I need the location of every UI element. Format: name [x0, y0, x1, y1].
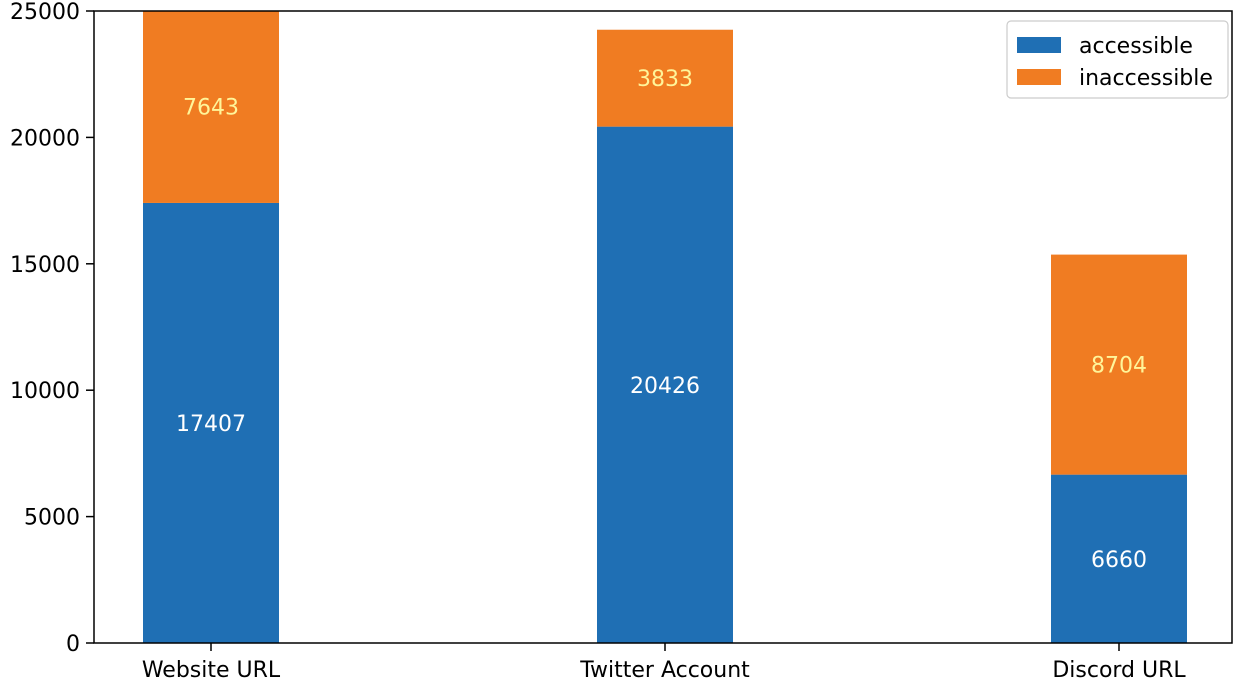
bar-value-label: 3833 [637, 67, 693, 92]
bars-group [143, 11, 1187, 643]
y-tick-label: 25000 [10, 0, 80, 25]
x-tick-label: Twitter Account [579, 658, 750, 683]
legend-box [1006, 20, 1229, 99]
y-axis: 0 5000 10000 15000 20000 25000 [10, 0, 94, 657]
legend-swatch-inaccessible [1017, 69, 1061, 85]
legend-label-accessible: accessible [1079, 34, 1193, 59]
legend: accessible inaccessible [1006, 20, 1229, 99]
y-tick-label: 0 [66, 632, 80, 657]
bar-value-label: 7643 [183, 95, 239, 120]
x-tick-label: Website URL [142, 658, 281, 683]
legend-label-inaccessible: inaccessible [1079, 66, 1213, 91]
bar-accessible-0 [143, 202, 279, 643]
bar-labels-group: 17407 7643 20426 3833 6660 8704 [176, 67, 1147, 573]
y-tick-label: 20000 [10, 126, 80, 151]
x-axis: Website URL Twitter Account Discord URL [142, 643, 1186, 683]
plot-frame [93, 10, 1233, 644]
x-tick-label: Discord URL [1052, 658, 1186, 683]
bar-accessible-2 [1051, 474, 1187, 643]
bar-inaccessible-2 [1051, 254, 1187, 475]
y-tick-label: 10000 [10, 379, 80, 404]
bar-inaccessible-1 [597, 29, 733, 127]
y-tick-label: 5000 [24, 506, 80, 531]
bar-value-label: 17407 [176, 412, 246, 437]
y-tick-label: 15000 [10, 253, 80, 278]
bar-value-label: 20426 [630, 374, 700, 399]
bar-inaccessible-0 [143, 11, 279, 203]
legend-swatch-accessible [1017, 37, 1061, 53]
bar-accessible-1 [597, 126, 733, 643]
bar-value-label: 8704 [1091, 354, 1147, 379]
bar-value-label: 6660 [1091, 548, 1147, 573]
